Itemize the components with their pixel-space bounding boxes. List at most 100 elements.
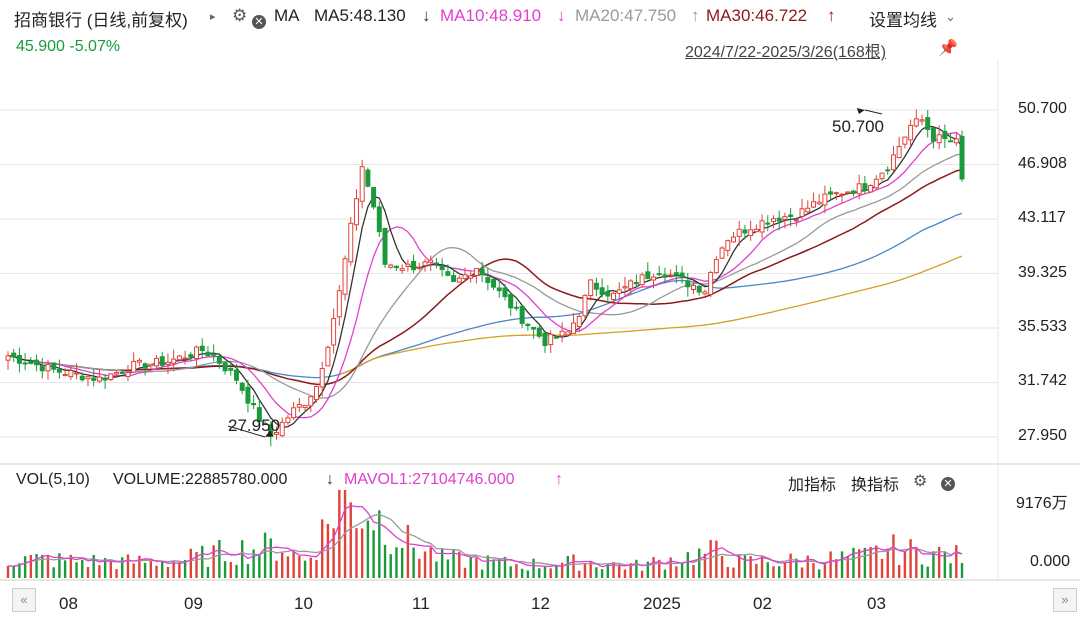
chart-header: 招商银行 (日线,前复权) ▸ ⚙ ✕ MA MA5:48.130 ↓ MA10… (14, 6, 956, 30)
volume-bar (520, 568, 524, 578)
candle-body (845, 191, 851, 194)
volume-bar (463, 567, 467, 578)
candle-body (376, 206, 382, 233)
vol-tick-max: 9176万 (1016, 495, 1068, 512)
candle-body (702, 291, 708, 295)
volume-bar (132, 563, 135, 578)
volume-bar (46, 556, 50, 578)
volume-bar (572, 554, 575, 578)
candle-body (194, 346, 200, 359)
volume-bar (138, 555, 141, 578)
volume-bar (355, 528, 358, 578)
candle-body (336, 290, 342, 318)
volume-bar (12, 566, 15, 578)
candle-body (39, 364, 45, 372)
scroll-right-button[interactable]: » (1053, 588, 1077, 612)
candle-body (456, 277, 462, 283)
volume-bar (852, 547, 855, 578)
volume-bar (172, 560, 175, 578)
candle-body (788, 214, 794, 218)
candle-body (313, 385, 319, 401)
candle-body (502, 287, 508, 298)
y-tick-label: 27.950 (1018, 427, 1067, 444)
mavol10-line (7, 513, 963, 567)
candle-body (605, 291, 611, 297)
mavol1-up-arrow-icon: ↑ (555, 471, 563, 488)
candle-body (668, 274, 674, 277)
chevron-down-icon[interactable]: ⌄ (945, 9, 956, 24)
ma-gear-icon[interactable]: ⚙ (232, 6, 248, 25)
candle-body (85, 376, 91, 380)
volume-bar (195, 551, 198, 578)
candle-body (74, 372, 80, 375)
candle-body (913, 118, 919, 127)
volume-bar (486, 555, 490, 578)
x-tick-11: 11 (412, 594, 430, 613)
candle-body (296, 404, 302, 408)
candle-body (719, 247, 725, 259)
add-indicator-button[interactable]: 加指标 (788, 477, 837, 494)
candle-body (22, 362, 28, 365)
volume-bar (835, 559, 838, 578)
volume-bar (703, 553, 707, 578)
candle-body (628, 280, 634, 290)
ma10-value: MA10:48.910 (440, 6, 542, 25)
volume-bar (515, 564, 518, 578)
pin-icon[interactable]: 📌 (938, 40, 958, 57)
candle-body (593, 282, 599, 290)
x-tick-03: 03 (867, 594, 886, 613)
volume-bar (292, 550, 295, 578)
candle-body (176, 355, 182, 361)
candle-body (171, 358, 177, 364)
volume-bar (720, 556, 724, 578)
candle-body (948, 140, 954, 143)
candle-body (405, 263, 411, 267)
candle-body (799, 208, 805, 217)
candle-body (114, 371, 120, 375)
candle-body (656, 273, 662, 276)
candle-body (468, 275, 474, 279)
volume-bar (949, 563, 952, 578)
x-tick-08: 08 (59, 594, 78, 613)
volume-bar (418, 558, 421, 578)
volume-bar (103, 557, 107, 578)
volume-bar (183, 559, 187, 578)
volume-bar (623, 569, 627, 578)
ma5-down-arrow-icon: ↓ (422, 6, 431, 25)
candle-body (736, 228, 742, 237)
volume-bar (538, 568, 541, 578)
volume-bar (875, 545, 878, 578)
candle-body (165, 361, 171, 365)
stock-title[interactable]: 招商银行 (日线,前复权) (14, 11, 188, 30)
candle-body (62, 373, 68, 376)
candle-body (302, 404, 308, 408)
volume-bar (812, 563, 815, 578)
candle-body (816, 201, 822, 205)
ma10-line (7, 131, 963, 419)
volume-bar (366, 520, 370, 578)
volume-bar (155, 565, 158, 578)
candle-body (833, 192, 839, 195)
candle-body (256, 407, 262, 423)
volume-bar (92, 555, 95, 578)
volume-bar (560, 562, 564, 578)
ma-settings-button[interactable]: 设置均线 (869, 11, 937, 30)
candle-body (742, 229, 748, 234)
vol-gear-icon[interactable]: ⚙ (913, 473, 928, 490)
volume-bar (298, 555, 301, 578)
volume-bar (18, 563, 21, 578)
candle-body (359, 166, 365, 202)
volume-bar (480, 569, 484, 578)
volume-bar (435, 561, 438, 578)
candle-body (16, 355, 22, 364)
scroll-left-button[interactable]: « (12, 588, 36, 612)
volume-bar (69, 554, 73, 578)
switch-indicator-button[interactable]: 换指标 (851, 477, 900, 494)
vol-close-icon[interactable]: ✕ (941, 474, 955, 492)
candle-body (548, 333, 554, 346)
play-arrow-icon[interactable]: ▸ (210, 11, 216, 23)
date-range[interactable]: 2024/7/22-2025/3/26(168根) (685, 44, 887, 61)
candle-body (868, 184, 874, 193)
volume-bar (509, 566, 512, 578)
candle-body (411, 260, 417, 271)
